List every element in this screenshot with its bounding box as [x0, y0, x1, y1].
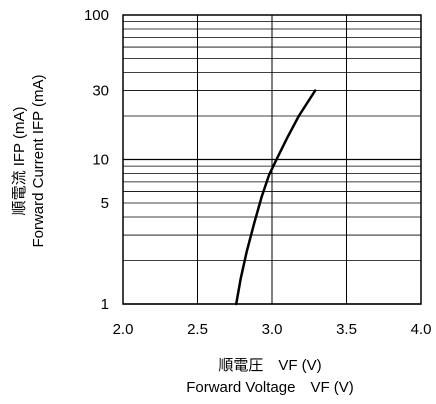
x-tick-label: 3.0 [262, 321, 283, 338]
y-tick-label: 10 [92, 152, 109, 169]
x-tick-label: 4.0 [411, 321, 432, 338]
y-axis-label-en: Forward Current IFP (mA) [30, 74, 47, 247]
x-axis-label-jp: 順電圧 VF (V) [218, 357, 321, 374]
y-tick-label: 5 [101, 195, 109, 212]
x-tick-label: 2.5 [187, 321, 208, 338]
x-tick-labels: 2.0 2.5 3.0 3.5 4.0 [113, 321, 432, 338]
y-tick-labels: 1 5 10 30 100 [84, 7, 109, 313]
y-tick-label: 100 [84, 7, 109, 24]
y-tick-label: 1 [101, 296, 109, 313]
x-tick-label: 2.0 [113, 321, 134, 338]
series-line [234, 89, 317, 306]
y-axis-label-jp: 順電流 IFP (mA) [11, 107, 28, 216]
x-axis-label-en: Forward Voltage VF (V) [186, 379, 354, 396]
data-series [234, 89, 317, 306]
y-tick-label: 30 [92, 83, 109, 100]
plot-frame [122, 14, 422, 305]
x-tick-label: 3.5 [336, 321, 357, 338]
